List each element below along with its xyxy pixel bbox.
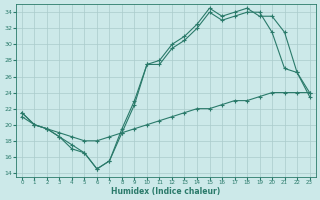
X-axis label: Humidex (Indice chaleur): Humidex (Indice chaleur) <box>111 187 220 196</box>
